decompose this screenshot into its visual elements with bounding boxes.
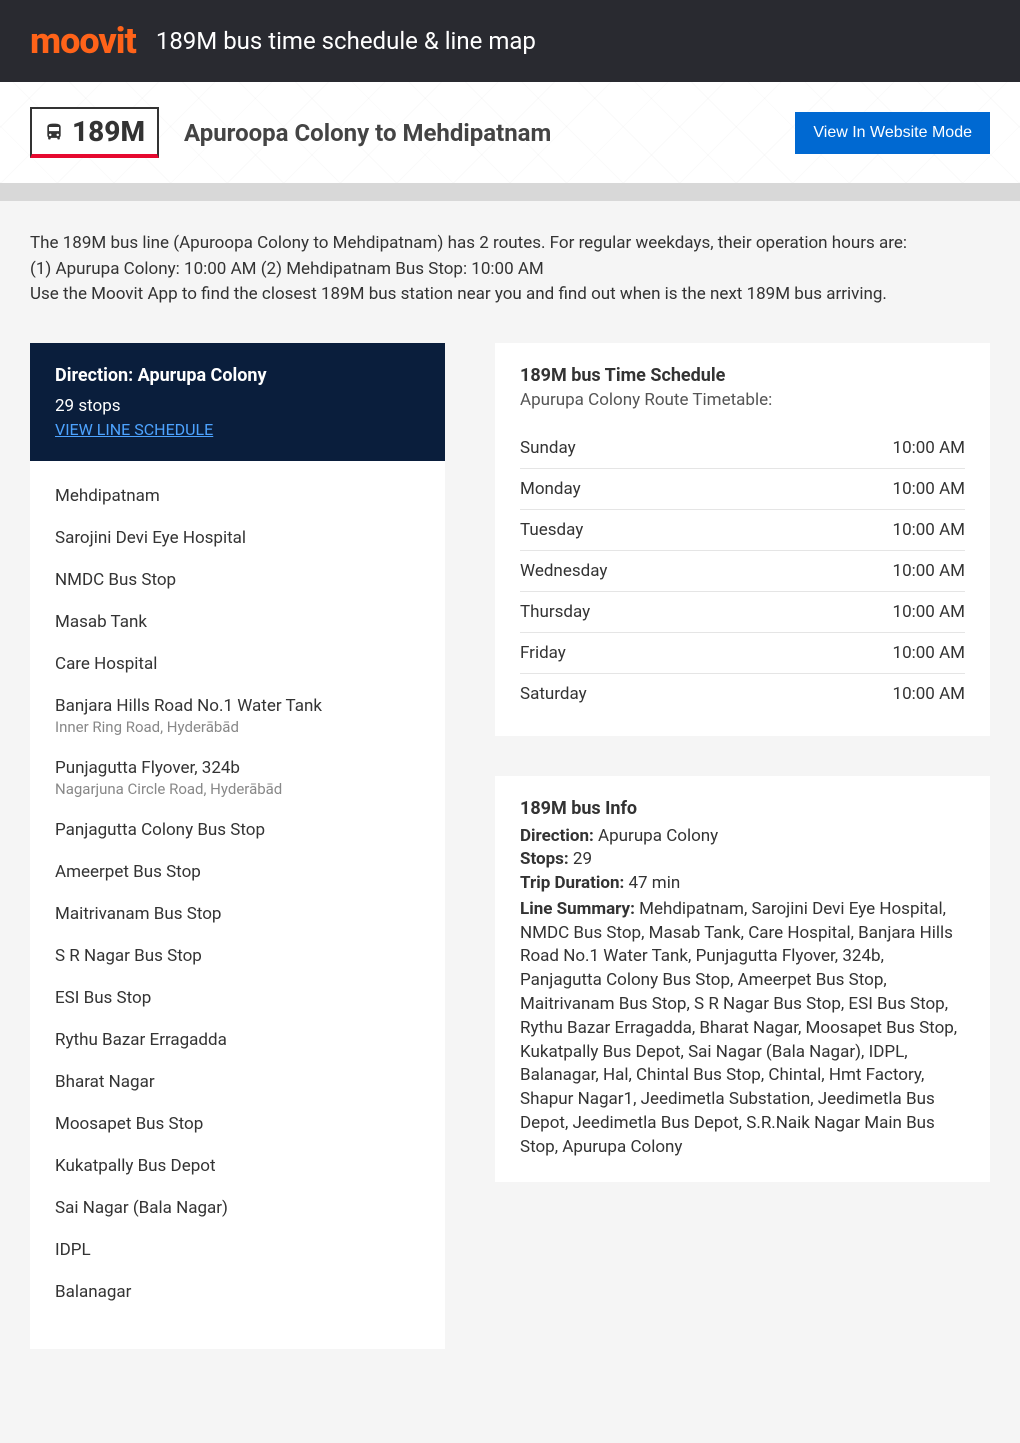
stop-name: Balanagar xyxy=(55,1282,420,1302)
info-stops: Stops: 29 xyxy=(520,848,965,872)
stop-name: Punjagutta Flyover, 324b xyxy=(55,758,420,778)
top-header: moovit 189M bus time schedule & line map xyxy=(0,0,1020,82)
stop-name: NMDC Bus Stop xyxy=(55,570,420,590)
schedule-subtitle: Apurupa Colony Route Timetable: xyxy=(520,390,965,410)
schedule-row: Wednesday 10:00 AM xyxy=(520,551,965,592)
schedule-row: Tuesday 10:00 AM xyxy=(520,510,965,551)
stop-item: S R Nagar Bus Stop xyxy=(55,946,420,966)
sub-header: 189M Apuroopa Colony to Mehdipatnam View… xyxy=(0,82,1020,183)
schedule-day: Saturday xyxy=(520,684,587,704)
route-title: Apuroopa Colony to Mehdipatnam xyxy=(184,119,551,147)
direction-stops-count: 29 stops xyxy=(55,396,420,416)
schedule-row: Saturday 10:00 AM xyxy=(520,674,965,714)
schedule-time: 10:00 AM xyxy=(893,438,965,458)
stop-name: Kukatpally Bus Depot xyxy=(55,1156,420,1176)
view-schedule-link[interactable]: VIEW LINE SCHEDULE xyxy=(55,420,213,439)
bus-icon xyxy=(44,122,64,142)
stop-name: Sai Nagar (Bala Nagar) xyxy=(55,1198,420,1218)
schedule-time: 10:00 AM xyxy=(893,520,965,540)
stop-item: Maitrivanam Bus Stop xyxy=(55,904,420,924)
schedule-time: 10:00 AM xyxy=(893,684,965,704)
schedule-table: Sunday 10:00 AM Monday 10:00 AM Tuesday 10:00… xyxy=(520,428,965,714)
schedule-row: Thursday 10:00 AM xyxy=(520,592,965,633)
stop-item: IDPL xyxy=(55,1240,420,1260)
stop-item: Kukatpally Bus Depot xyxy=(55,1156,420,1176)
stop-item: Mehdipatnam xyxy=(55,486,420,506)
stop-name: Maitrivanam Bus Stop xyxy=(55,904,420,924)
stop-item: Punjagutta Flyover, 324b Nagarjuna Circle… xyxy=(55,758,420,798)
stop-item: Balanagar xyxy=(55,1282,420,1302)
intro-line-2: (1) Apurupa Colony: 10:00 AM (2) Mehdipa… xyxy=(30,257,990,283)
direction-label: Direction: Apurupa Colony xyxy=(55,365,420,386)
stop-name: ESI Bus Stop xyxy=(55,988,420,1008)
stop-name: Bharat Nagar xyxy=(55,1072,420,1092)
schedule-day: Sunday xyxy=(520,438,576,458)
schedule-day: Friday xyxy=(520,643,566,663)
info-summary: Line Summary: Mehdipatnam, Sarojini Devi… xyxy=(520,898,965,1160)
stop-name: Masab Tank xyxy=(55,612,420,632)
stop-name: Mehdipatnam xyxy=(55,486,420,506)
stop-item: Sarojini Devi Eye Hospital xyxy=(55,528,420,548)
stop-name: Care Hospital xyxy=(55,654,420,674)
stop-name: IDPL xyxy=(55,1240,420,1260)
route-badge: 189M xyxy=(30,107,159,158)
page-title: 189M bus time schedule & line map xyxy=(156,27,536,55)
stop-name: S R Nagar Bus Stop xyxy=(55,946,420,966)
stop-item: Moosapet Bus Stop xyxy=(55,1114,420,1134)
main-content: Direction: Apurupa Colony 29 stops VIEW … xyxy=(0,333,1020,1379)
info-title: 189M bus Info xyxy=(520,798,965,819)
stop-item: ESI Bus Stop xyxy=(55,988,420,1008)
stop-item: Sai Nagar (Bala Nagar) xyxy=(55,1198,420,1218)
info-direction: Direction: Apurupa Colony xyxy=(520,825,965,849)
stop-item: Banjara Hills Road No.1 Water Tank Inner … xyxy=(55,696,420,736)
stop-item: Panjagutta Colony Bus Stop xyxy=(55,820,420,840)
schedule-title: 189M bus Time Schedule xyxy=(520,365,965,386)
stop-item: Bharat Nagar xyxy=(55,1072,420,1092)
schedule-card: 189M bus Time Schedule Apurupa Colony Ro… xyxy=(495,343,990,736)
info-card: 189M bus Info Direction: Apurupa Colony … xyxy=(495,776,990,1182)
stop-sublabel: Nagarjuna Circle Road, Hyderābād xyxy=(55,780,420,798)
schedule-row: Monday 10:00 AM xyxy=(520,469,965,510)
route-badge-wrap: 189M Apuroopa Colony to Mehdipatnam xyxy=(30,107,551,158)
right-column: 189M bus Time Schedule Apurupa Colony Ro… xyxy=(495,343,990,1222)
stop-name: Banjara Hills Road No.1 Water Tank xyxy=(55,696,420,716)
stops-list: Mehdipatnam Sarojini Devi Eye Hospital NMD… xyxy=(30,461,445,1349)
schedule-time: 10:00 AM xyxy=(893,479,965,499)
schedule-day: Tuesday xyxy=(520,520,583,540)
stop-item: NMDC Bus Stop xyxy=(55,570,420,590)
schedule-time: 10:00 AM xyxy=(893,561,965,581)
direction-card: Direction: Apurupa Colony 29 stops VIEW … xyxy=(30,343,445,461)
moovit-logo: moovit xyxy=(30,20,136,62)
stop-item: Rythu Bazar Erragadda xyxy=(55,1030,420,1050)
stop-sublabel: Inner Ring Road, Hyderābād xyxy=(55,718,420,736)
intro-line-3: Use the Moovit App to find the closest 1… xyxy=(30,282,990,308)
route-number: 189M xyxy=(72,115,145,148)
stop-name: Ameerpet Bus Stop xyxy=(55,862,420,882)
schedule-time: 10:00 AM xyxy=(893,602,965,622)
schedule-row: Friday 10:00 AM xyxy=(520,633,965,674)
stop-name: Rythu Bazar Erragadda xyxy=(55,1030,420,1050)
divider-bar xyxy=(0,183,1020,201)
view-website-button[interactable]: View In Website Mode xyxy=(795,112,990,154)
stop-name: Sarojini Devi Eye Hospital xyxy=(55,528,420,548)
left-column: Direction: Apurupa Colony 29 stops VIEW … xyxy=(30,343,445,1349)
stop-item: Masab Tank xyxy=(55,612,420,632)
intro-line-1: The 189M bus line (Apuroopa Colony to Me… xyxy=(30,231,990,257)
stop-item: Ameerpet Bus Stop xyxy=(55,862,420,882)
schedule-row: Sunday 10:00 AM xyxy=(520,428,965,469)
stop-item: Care Hospital xyxy=(55,654,420,674)
stop-name: Panjagutta Colony Bus Stop xyxy=(55,820,420,840)
intro-text: The 189M bus line (Apuroopa Colony to Me… xyxy=(0,201,1020,333)
schedule-day: Thursday xyxy=(520,602,590,622)
schedule-time: 10:00 AM xyxy=(893,643,965,663)
stop-name: Moosapet Bus Stop xyxy=(55,1114,420,1134)
info-duration: Trip Duration: 47 min xyxy=(520,872,965,896)
schedule-day: Monday xyxy=(520,479,581,499)
schedule-day: Wednesday xyxy=(520,561,607,581)
